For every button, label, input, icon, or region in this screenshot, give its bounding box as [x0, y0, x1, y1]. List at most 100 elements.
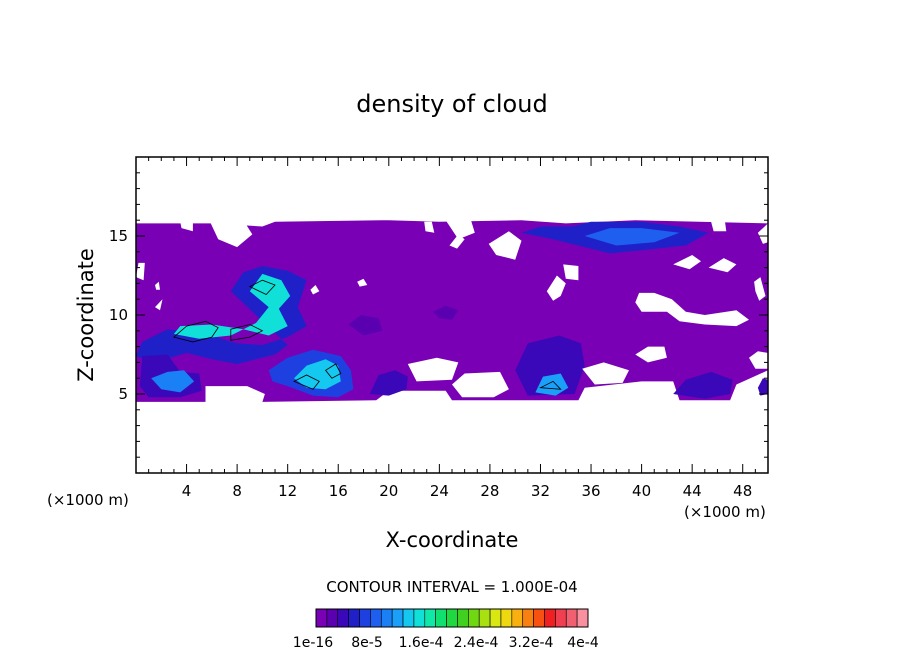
- y-axis-unit-label: (×1000 m): [47, 491, 129, 509]
- colorbar-swatch: [533, 608, 545, 628]
- colorbar-swatch: [544, 608, 556, 628]
- density-region-15: [348, 315, 383, 336]
- colorbar-swatch: [315, 608, 328, 628]
- clear-air-region-18: [754, 277, 766, 301]
- clear-air-region-4: [635, 346, 667, 363]
- colorbar-labels: 1e-16 8e-5 1.6e-4 2.4e-4 3.2e-4 4e-4: [293, 635, 599, 651]
- colorbar-swatch: [370, 608, 382, 628]
- density-region-7: [369, 370, 408, 396]
- colorbar-swatch: [565, 608, 578, 628]
- colorbar-label: 8e-5: [351, 635, 382, 651]
- contour-line-4: [248, 279, 276, 295]
- colorbar-swatch: [413, 608, 426, 628]
- clear-air-region-1: [407, 357, 459, 382]
- colorbar-swatch: [380, 608, 393, 628]
- clear-air-region-10: [445, 220, 475, 240]
- contour-line-2: [293, 374, 320, 390]
- clear-air-region-15: [708, 258, 737, 273]
- density-region-2: [173, 273, 291, 339]
- clear-air-region-3: [582, 362, 629, 385]
- clear-air-region-19: [635, 292, 749, 327]
- contour-line-1: [230, 324, 264, 341]
- density-region-12: [673, 371, 733, 399]
- y-tick-label: 15: [109, 227, 128, 245]
- density-region-11: [584, 228, 680, 246]
- contour-line-3: [325, 363, 342, 379]
- clear-air-region-5: [749, 351, 768, 369]
- x-axis-ticks: 4 8 12 16 20 24 28 32 36 40 44 48: [148, 157, 756, 500]
- clear-air-region-13: [488, 231, 522, 260]
- clear-air-region-2: [452, 371, 509, 398]
- x-tick-label: 32: [531, 482, 550, 500]
- colorbar-swatch: [446, 608, 458, 628]
- colorbar-swatch: [468, 608, 480, 628]
- colorbar-swatch: [478, 608, 491, 628]
- x-tick-label: 40: [632, 482, 651, 500]
- clear-air-region-22: [155, 281, 160, 290]
- colorbar-swatch: [555, 608, 567, 628]
- contour-lines: [173, 279, 562, 390]
- colorbar-label: 1.6e-4: [399, 635, 444, 651]
- x-tick-label: 24: [430, 482, 449, 500]
- y-tick-label: 10: [109, 306, 128, 324]
- density-region-14: [433, 305, 459, 320]
- colorbar-swatch: [511, 608, 524, 628]
- colorbar-swatch: [326, 608, 339, 628]
- colorbar-frame: [315, 608, 589, 628]
- colorbar-swatch: [359, 608, 371, 628]
- clear-air-region-9: [180, 221, 193, 232]
- density-region-13: [757, 378, 768, 396]
- x-tick-label: 28: [480, 482, 499, 500]
- x-tick-label: 8: [232, 482, 242, 500]
- colorbar-label: 1e-16: [293, 635, 333, 651]
- chart-title: density of cloud: [356, 90, 547, 118]
- clear-air-region-17: [757, 223, 768, 244]
- contour-interval-label: CONTOUR INTERVAL = 1.000E-04: [326, 578, 577, 596]
- colorbar-swatch: [402, 608, 415, 628]
- colorbar-swatch: [348, 608, 360, 628]
- x-tick-label: 20: [379, 482, 398, 500]
- density-region-4: [151, 370, 195, 393]
- colorbar-swatch: [522, 608, 534, 628]
- x-tick-label: 16: [329, 482, 348, 500]
- clear-air-region-12: [424, 221, 435, 233]
- x-tick-label: 4: [182, 482, 192, 500]
- colorbar-swatch: [337, 608, 349, 628]
- colorbar-swatch: [489, 608, 502, 628]
- colorbar-swatch: [576, 608, 589, 628]
- clear-air-region-8: [209, 220, 253, 248]
- clear-air-regions: [136, 220, 768, 402]
- colorbar-label: 3.2e-4: [509, 635, 554, 651]
- clear-air-region-7: [155, 299, 163, 311]
- x-tick-label: 44: [683, 482, 702, 500]
- y-axis-ticks: 5 10 15: [109, 172, 768, 458]
- density-region-9: [535, 373, 569, 396]
- x-tick-label: 48: [733, 482, 752, 500]
- colorbar-swatch: [500, 608, 513, 628]
- clear-air-region-23: [310, 285, 320, 295]
- colorbar-swatch: [435, 608, 447, 628]
- clear-air-region-0: [237, 386, 265, 402]
- density-field: [136, 220, 768, 402]
- colorbar-label: 2.4e-4: [454, 635, 499, 651]
- colorbar: [315, 608, 589, 628]
- colorbar-swatch: [424, 608, 436, 628]
- x-tick-label: 12: [278, 482, 297, 500]
- clear-air-region-24: [357, 278, 368, 287]
- colorbar-label: 4e-4: [567, 635, 599, 651]
- x-tick-label: 36: [581, 482, 600, 500]
- x-axis-title: X-coordinate: [386, 528, 519, 552]
- contour-line-0: [173, 320, 219, 343]
- colorbar-swatch: [391, 608, 404, 628]
- density-region-6: [294, 359, 341, 390]
- clear-air-region-11: [449, 234, 465, 249]
- colorbar-swatch: [457, 608, 469, 628]
- x-axis-unit-label: (×1000 m): [684, 503, 766, 521]
- y-axis-title: Z-coordinate: [74, 248, 98, 382]
- y-tick-label: 5: [118, 385, 128, 403]
- clear-air-region-14: [673, 255, 701, 270]
- clear-air-region-20: [563, 264, 579, 281]
- density-region-8: [515, 335, 585, 396]
